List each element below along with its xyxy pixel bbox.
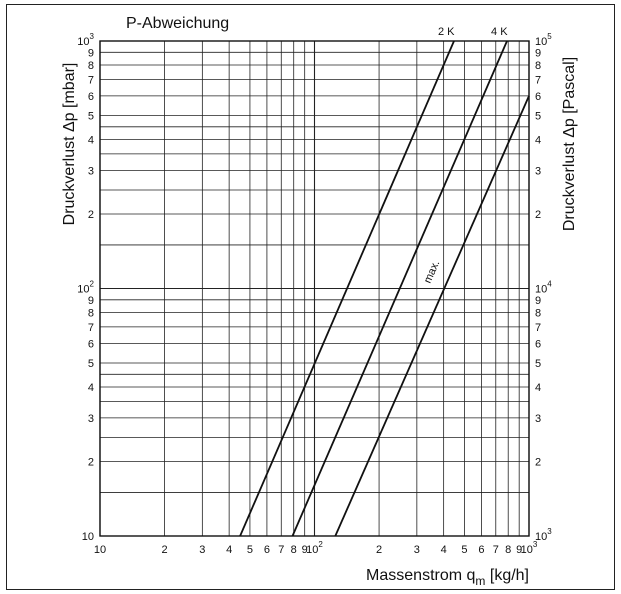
y-left-tick-label: 9: [88, 295, 94, 307]
plot-border: [99, 40, 530, 537]
y-right-tick-label: 6: [535, 91, 541, 103]
y-axis-label-right: Druckverlust Δp [Pascal]: [561, 57, 578, 231]
y-right-tick-label: 9: [535, 47, 541, 59]
x-tick-label: 4: [441, 544, 447, 556]
y-left-tick-label: 8: [88, 60, 94, 72]
y-left-tick-label: 2: [88, 209, 94, 221]
x-tick-label-exponent: 2: [318, 540, 323, 549]
y-left-tick-label: 5: [88, 358, 94, 370]
y-right-tick-label-exponent: 5: [547, 32, 552, 41]
y-left-tick-label: 102: [77, 280, 94, 296]
x-tick-label: 10: [94, 544, 106, 556]
y-left-tick-label: 4: [88, 134, 94, 146]
series-line-2: [291, 40, 508, 537]
chart-frame: [6, 4, 615, 590]
series-label-2k: 2 K: [438, 26, 455, 38]
x-tick-label: 7: [493, 544, 499, 556]
x-tick-label: 8: [291, 544, 297, 556]
y-right-tick-label: 105: [535, 32, 552, 48]
y-left-tick-label: 3: [88, 413, 94, 425]
y-left-tick-label-exponent: 3: [90, 32, 95, 41]
x-tick-label: 3: [414, 544, 420, 556]
y-left-tick-label: 8: [88, 307, 94, 319]
y-right-tick-label: 8: [535, 307, 541, 319]
y-right-tick-label: 9: [535, 295, 541, 307]
y-left-tick-label: 2: [88, 456, 94, 468]
x-tick-label-exponent: 3: [533, 540, 538, 549]
y-right-tick-label: 5: [535, 358, 541, 370]
x-axis-label: Massenstrom qm [kg/h]: [366, 567, 529, 588]
x-tick-label: 6: [478, 544, 484, 556]
x-tick-label: 5: [461, 544, 467, 556]
x-tick-label: 6: [264, 544, 270, 556]
y-left-tick-label: 4: [88, 382, 94, 394]
series-label-4k: 4 K: [491, 26, 508, 38]
y-left-tick-label: 7: [88, 74, 94, 86]
y-right-tick-label: 103: [535, 527, 552, 543]
x-tick-label: 102: [306, 540, 323, 556]
y-right-tick-label: 104: [535, 280, 552, 296]
chart-title: P-Abweichung: [126, 15, 229, 32]
y-right-tick-label: 3: [535, 165, 541, 177]
series-line-1: [239, 40, 455, 537]
series-label-max: max.: [422, 259, 443, 286]
y-left-tick-label: 9: [88, 47, 94, 59]
y-right-tick-label: 7: [535, 322, 541, 334]
y-right-tick-label: 5: [535, 111, 541, 123]
x-tick-label: 9: [516, 544, 522, 556]
y-left-tick-label: 5: [88, 111, 94, 123]
y-left-tick-label: 7: [88, 322, 94, 334]
y-left-tick-label: 10: [82, 531, 94, 543]
x-tick-label: 9: [302, 544, 308, 556]
y-left-tick-label-exponent: 2: [90, 280, 95, 289]
y-right-tick-label: 4: [535, 382, 541, 394]
grid: [99, 40, 530, 537]
y-right-tick-label: 3: [535, 413, 541, 425]
y-right-tick-label: 4: [535, 134, 541, 146]
x-tick-label: 7: [278, 544, 284, 556]
y-right-tick-label: 2: [535, 456, 541, 468]
y-right-tick-label: 6: [535, 338, 541, 350]
y-right-tick-label-exponent: 3: [547, 527, 552, 536]
y-left-tick-label: 6: [88, 338, 94, 350]
curves: 2 K 4 K max.: [239, 26, 530, 537]
x-tick-label: 2: [376, 544, 382, 556]
x-axis-label-main: Massenstrom q: [366, 567, 475, 584]
y-right-tick-label: 7: [535, 74, 541, 86]
y-right-tick-label: 8: [535, 60, 541, 72]
y-right-tick-label-exponent: 4: [547, 280, 552, 289]
y-right-tick-label: 2: [535, 209, 541, 221]
y-axis-label-left: Druckverlust Δp [mbar]: [61, 63, 78, 226]
x-tick-label: 4: [226, 544, 232, 556]
x-tick-label: 2: [162, 544, 168, 556]
x-axis-label-unit: [kg/h]: [485, 567, 529, 584]
y-left-tick-label: 103: [77, 32, 94, 48]
y-left-tick-label: 6: [88, 91, 94, 103]
series-line-3: [334, 95, 530, 537]
y-left-tick-label: 3: [88, 165, 94, 177]
x-tick-label: 8: [505, 544, 511, 556]
x-tick-label: 3: [199, 544, 205, 556]
x-axis-label-subscript: m: [475, 574, 485, 588]
x-tick-label: 5: [247, 544, 253, 556]
